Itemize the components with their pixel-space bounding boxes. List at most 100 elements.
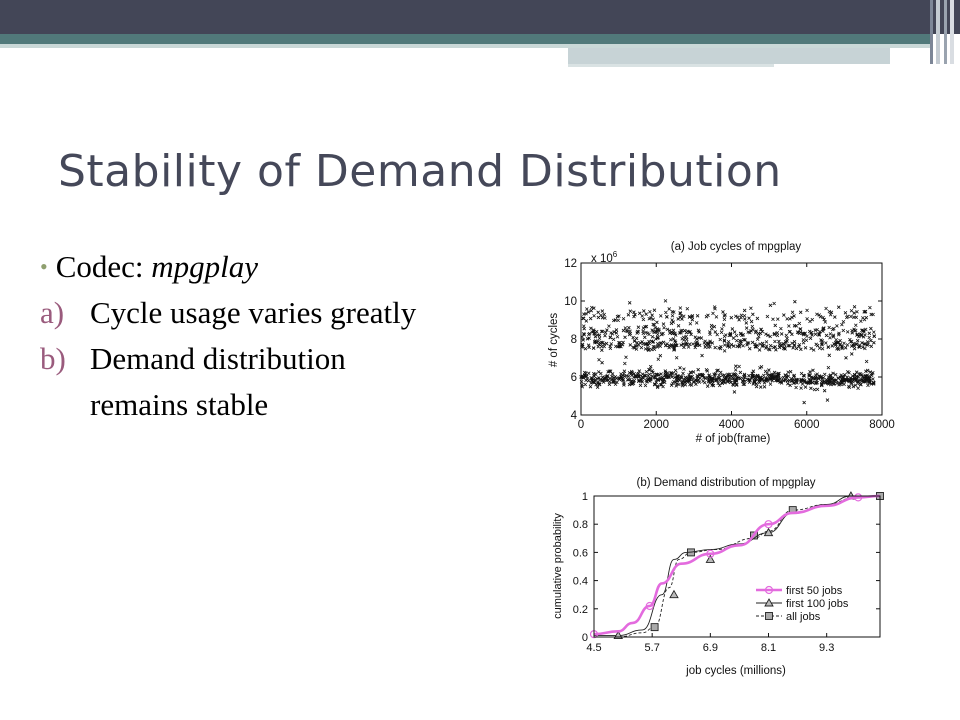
chart-a-point bbox=[817, 333, 821, 337]
chart-a-point bbox=[734, 314, 738, 319]
chart-a-point bbox=[742, 308, 747, 313]
chart-a-point bbox=[829, 373, 833, 378]
chart-a-point bbox=[815, 387, 820, 392]
chart-a-point bbox=[592, 374, 597, 378]
chart-a-point bbox=[653, 382, 657, 386]
chart-a-point bbox=[776, 317, 780, 321]
chart-a-point bbox=[699, 372, 703, 377]
chart-a-point bbox=[808, 336, 813, 341]
chart-a-point bbox=[803, 346, 808, 350]
chart-a-point bbox=[831, 334, 836, 339]
chart-a-point bbox=[639, 377, 643, 382]
bullet-list: • Codec: mpgplay a) Cycle usage varies gre… bbox=[40, 244, 416, 428]
chart-a-point bbox=[712, 305, 717, 309]
chart-a-x-axis-label: # of job(frame) bbox=[696, 433, 771, 445]
chart-a-point bbox=[606, 370, 610, 374]
chart-a-point bbox=[871, 382, 876, 386]
chart-a-point bbox=[706, 345, 710, 350]
chart-a-point bbox=[667, 343, 672, 348]
chart-a-point bbox=[872, 334, 876, 338]
chart-a-point bbox=[863, 333, 867, 337]
chart-a-point bbox=[602, 342, 606, 347]
chart-b-legend-marker bbox=[764, 585, 774, 595]
chart-a-point bbox=[712, 377, 716, 381]
chart-a-point bbox=[744, 326, 749, 330]
chart-a-point bbox=[603, 377, 608, 381]
chart-a-point bbox=[742, 382, 747, 387]
chart-a-point bbox=[632, 310, 636, 314]
chart-a-point bbox=[751, 312, 755, 317]
chart-a-point bbox=[707, 375, 711, 380]
chart-a-point bbox=[759, 327, 763, 332]
chart-a-point bbox=[708, 332, 712, 337]
chart-a-point bbox=[584, 311, 588, 316]
chart-a-point bbox=[785, 378, 790, 383]
chart-a-point bbox=[644, 312, 648, 316]
chart-b-y-tick-label: 0 bbox=[582, 632, 588, 644]
chart-a-point bbox=[584, 374, 589, 379]
chart-a-point bbox=[822, 372, 827, 377]
chart-a-point bbox=[850, 381, 854, 386]
chart-a-point bbox=[869, 312, 874, 317]
chart-a-point bbox=[645, 331, 650, 336]
chart-a-point bbox=[801, 331, 806, 336]
chart-a-point bbox=[630, 382, 635, 386]
chart-a-point bbox=[589, 326, 593, 331]
chart-a-point bbox=[799, 377, 804, 382]
chart-a-point bbox=[749, 306, 753, 311]
chart-a-point bbox=[788, 383, 792, 388]
chart-a-point bbox=[863, 310, 868, 314]
chart-a-point bbox=[872, 340, 876, 345]
chart-a-point bbox=[868, 305, 872, 310]
chart-a-point bbox=[747, 316, 751, 320]
header-bar bbox=[0, 0, 960, 34]
chart-a-point bbox=[854, 342, 858, 346]
chart-a-point bbox=[706, 342, 711, 347]
chart-a-point bbox=[719, 378, 724, 382]
chart-a-point bbox=[715, 332, 719, 337]
chart-a-point bbox=[761, 373, 766, 378]
chart-a-point bbox=[841, 319, 846, 324]
chart-a-point bbox=[851, 343, 855, 348]
chart-a-point bbox=[718, 370, 723, 375]
chart-a-point bbox=[774, 348, 778, 352]
chart-a-point bbox=[828, 332, 833, 336]
chart-a-point bbox=[698, 376, 702, 380]
chart-a-point bbox=[653, 373, 657, 378]
chart-a-point bbox=[604, 341, 609, 346]
chart-a-point bbox=[639, 345, 644, 350]
chart-a-point bbox=[679, 314, 684, 318]
chart-a-point bbox=[611, 318, 616, 323]
chart-a-point bbox=[709, 323, 714, 328]
chart-a-point bbox=[814, 342, 818, 347]
chart-a-point bbox=[645, 380, 649, 384]
chart-a-point bbox=[680, 317, 684, 321]
list-item-text: Demand distribution bbox=[90, 341, 346, 376]
chart-a-point bbox=[702, 341, 707, 345]
chart-a-point bbox=[606, 378, 610, 382]
chart-a-point bbox=[765, 377, 770, 381]
chart-a-point bbox=[617, 314, 621, 318]
list-item-a: a) Cycle usage varies greatly bbox=[40, 290, 416, 336]
chart-a-point bbox=[694, 382, 698, 386]
chart-a-point bbox=[872, 330, 876, 334]
chart-a-point bbox=[801, 340, 806, 345]
chart-a-point bbox=[783, 347, 787, 351]
chart-a-y-axis-label: # of cycles bbox=[548, 313, 560, 368]
chart-b-legend-label: first 50 jobs bbox=[786, 585, 843, 597]
chart-a-point bbox=[791, 346, 795, 350]
chart-a-point bbox=[749, 329, 753, 333]
chart-a-point bbox=[636, 325, 641, 329]
chart-a-point bbox=[720, 373, 725, 378]
chart-a-point bbox=[799, 386, 803, 390]
chart-a-y-multiplier: x 106 bbox=[591, 250, 618, 265]
header-grey-band bbox=[568, 48, 890, 64]
chart-b-series-marker-2 bbox=[705, 554, 716, 563]
chart-a-point bbox=[843, 311, 848, 315]
chart-a-point bbox=[650, 313, 654, 317]
chart-a-point bbox=[768, 303, 773, 308]
chart-a-point bbox=[734, 338, 739, 343]
chart-a-point bbox=[860, 373, 864, 377]
chart-a-point bbox=[802, 380, 807, 384]
chart-a-point bbox=[864, 374, 868, 378]
